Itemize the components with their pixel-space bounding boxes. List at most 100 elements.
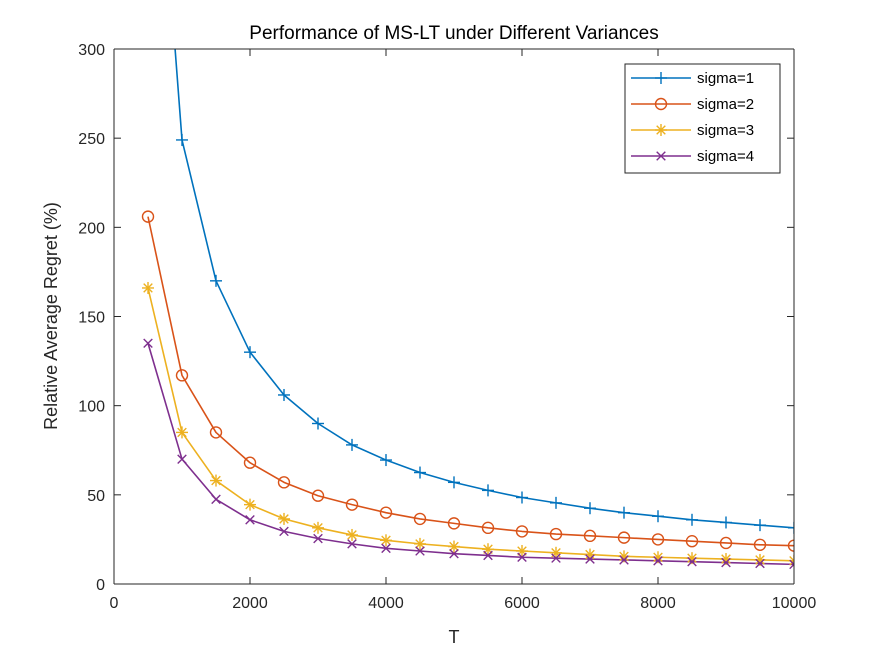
x-axis-title: T	[449, 627, 460, 647]
data-point-sigma=4	[313, 533, 323, 544]
chart-title: Performance of MS-LT under Different Var…	[249, 23, 658, 44]
data-point-sigma=4	[415, 546, 425, 556]
data-point-sigma=2	[753, 538, 767, 551]
data-point-sigma=4	[177, 454, 187, 464]
data-point-sigma=2	[243, 456, 257, 469]
data-point-sigma=2	[311, 489, 325, 502]
x-tick-label: 2000	[232, 595, 268, 612]
data-point-sigma=1	[754, 519, 766, 532]
data-point-sigma=1	[482, 484, 494, 497]
data-point-sigma=3	[380, 534, 392, 547]
data-point-sigma=1	[210, 274, 222, 287]
legend-box	[624, 63, 781, 174]
x-tick-label: 6000	[504, 595, 540, 612]
y-tick-label: 250	[78, 131, 105, 148]
data-point-sigma=3	[244, 498, 256, 511]
data-point-sigma=4	[619, 555, 629, 565]
data-point-sigma=4	[687, 556, 697, 567]
y-tick-label: 100	[78, 399, 105, 416]
y-tick-label: 0	[96, 577, 105, 594]
data-point-sigma=3	[414, 537, 426, 550]
data-point-sigma=2	[481, 521, 495, 535]
x-tick-label: 8000	[640, 595, 676, 612]
data-point-sigma=2	[719, 536, 733, 550]
data-point-sigma=3	[346, 528, 358, 541]
data-point-sigma=2	[209, 426, 223, 439]
legend-label: sigma=2	[697, 96, 754, 113]
data-point-sigma=3	[550, 546, 562, 559]
data-point-sigma=4	[653, 556, 663, 566]
data-point-sigma=2	[277, 476, 291, 489]
data-point-sigma=3	[142, 281, 154, 294]
legend-marker-sigma=4	[656, 151, 666, 161]
legend-marker-sigma=2	[654, 97, 668, 111]
data-point-sigma=1	[312, 417, 324, 430]
data-point-sigma=3	[482, 543, 494, 556]
data-point-sigma=1	[652, 510, 664, 523]
data-point-sigma=2	[447, 517, 461, 530]
marker-layer	[141, 133, 794, 570]
data-point-sigma=4	[279, 526, 289, 537]
data-point-sigma=4	[211, 494, 221, 505]
x-tick-label: 0	[110, 595, 119, 612]
data-point-sigma=4	[143, 338, 153, 349]
data-point-sigma=4	[381, 543, 391, 554]
series-line-sigma=4	[147, 343, 794, 566]
data-point-sigma=4	[517, 552, 527, 563]
x-tick-label: 10000	[772, 595, 817, 612]
data-point-sigma=2	[413, 512, 427, 526]
axes-layer: 0 2000 4000 6000 8000 10000 0 50 100 150 200 250 300	[78, 42, 816, 612]
data-point-sigma=1	[516, 491, 528, 504]
data-point-sigma=2	[583, 529, 597, 543]
legend: sigma=1 sigma=2 sigma=3 sigma=4	[624, 63, 781, 174]
data-point-sigma=4	[585, 554, 595, 564]
y-tick-label: 300	[78, 42, 105, 59]
data-point-sigma=2	[141, 210, 155, 223]
y-tick-label: 150	[78, 310, 105, 327]
data-point-sigma=2	[651, 533, 665, 546]
data-point-sigma=2	[787, 539, 794, 552]
data-point-sigma=1	[244, 346, 256, 359]
data-point-sigma=1	[550, 496, 562, 509]
data-point-sigma=4	[449, 548, 459, 559]
data-point-sigma=2	[617, 531, 631, 544]
data-point-sigma=1	[278, 388, 290, 401]
data-point-sigma=1	[346, 438, 358, 451]
legend-marker-sigma=3	[655, 124, 667, 136]
data-point-sigma=3	[278, 512, 290, 525]
data-point-sigma=1	[686, 513, 698, 526]
data-point-sigma=3	[516, 545, 528, 558]
y-tick-label: 200	[78, 220, 105, 237]
data-point-sigma=4	[789, 559, 794, 570]
legend-marker-sigma=1	[655, 72, 667, 84]
data-point-sigma=4	[245, 515, 255, 525]
data-point-sigma=4	[347, 539, 357, 549]
data-point-sigma=2	[175, 369, 189, 382]
data-point-sigma=2	[345, 498, 359, 511]
y-tick-label: 50	[87, 488, 105, 505]
data-point-sigma=1	[788, 521, 794, 534]
data-point-sigma=4	[551, 553, 561, 563]
data-point-sigma=4	[755, 558, 765, 569]
data-point-sigma=1	[720, 516, 732, 529]
data-point-sigma=2	[685, 535, 699, 548]
x-tick-label: 4000	[368, 595, 404, 612]
data-point-sigma=1	[380, 454, 392, 467]
legend-label: sigma=3	[697, 122, 754, 139]
data-point-sigma=2	[515, 525, 529, 538]
data-point-sigma=2	[549, 527, 563, 541]
data-point-sigma=4	[721, 557, 731, 568]
data-point-sigma=1	[176, 133, 188, 146]
y-axis-title: Relative Average Regret (%)	[41, 202, 61, 430]
data-point-sigma=2	[379, 506, 393, 519]
data-point-sigma=1	[584, 502, 596, 515]
data-point-sigma=3	[176, 426, 188, 439]
data-point-sigma=1	[618, 506, 630, 519]
data-point-sigma=3	[448, 540, 460, 553]
legend-label: sigma=4	[697, 148, 754, 165]
data-point-sigma=4	[483, 550, 493, 561]
data-point-sigma=1	[448, 476, 460, 489]
data-point-sigma=3	[312, 521, 324, 534]
data-point-sigma=1	[414, 466, 426, 479]
